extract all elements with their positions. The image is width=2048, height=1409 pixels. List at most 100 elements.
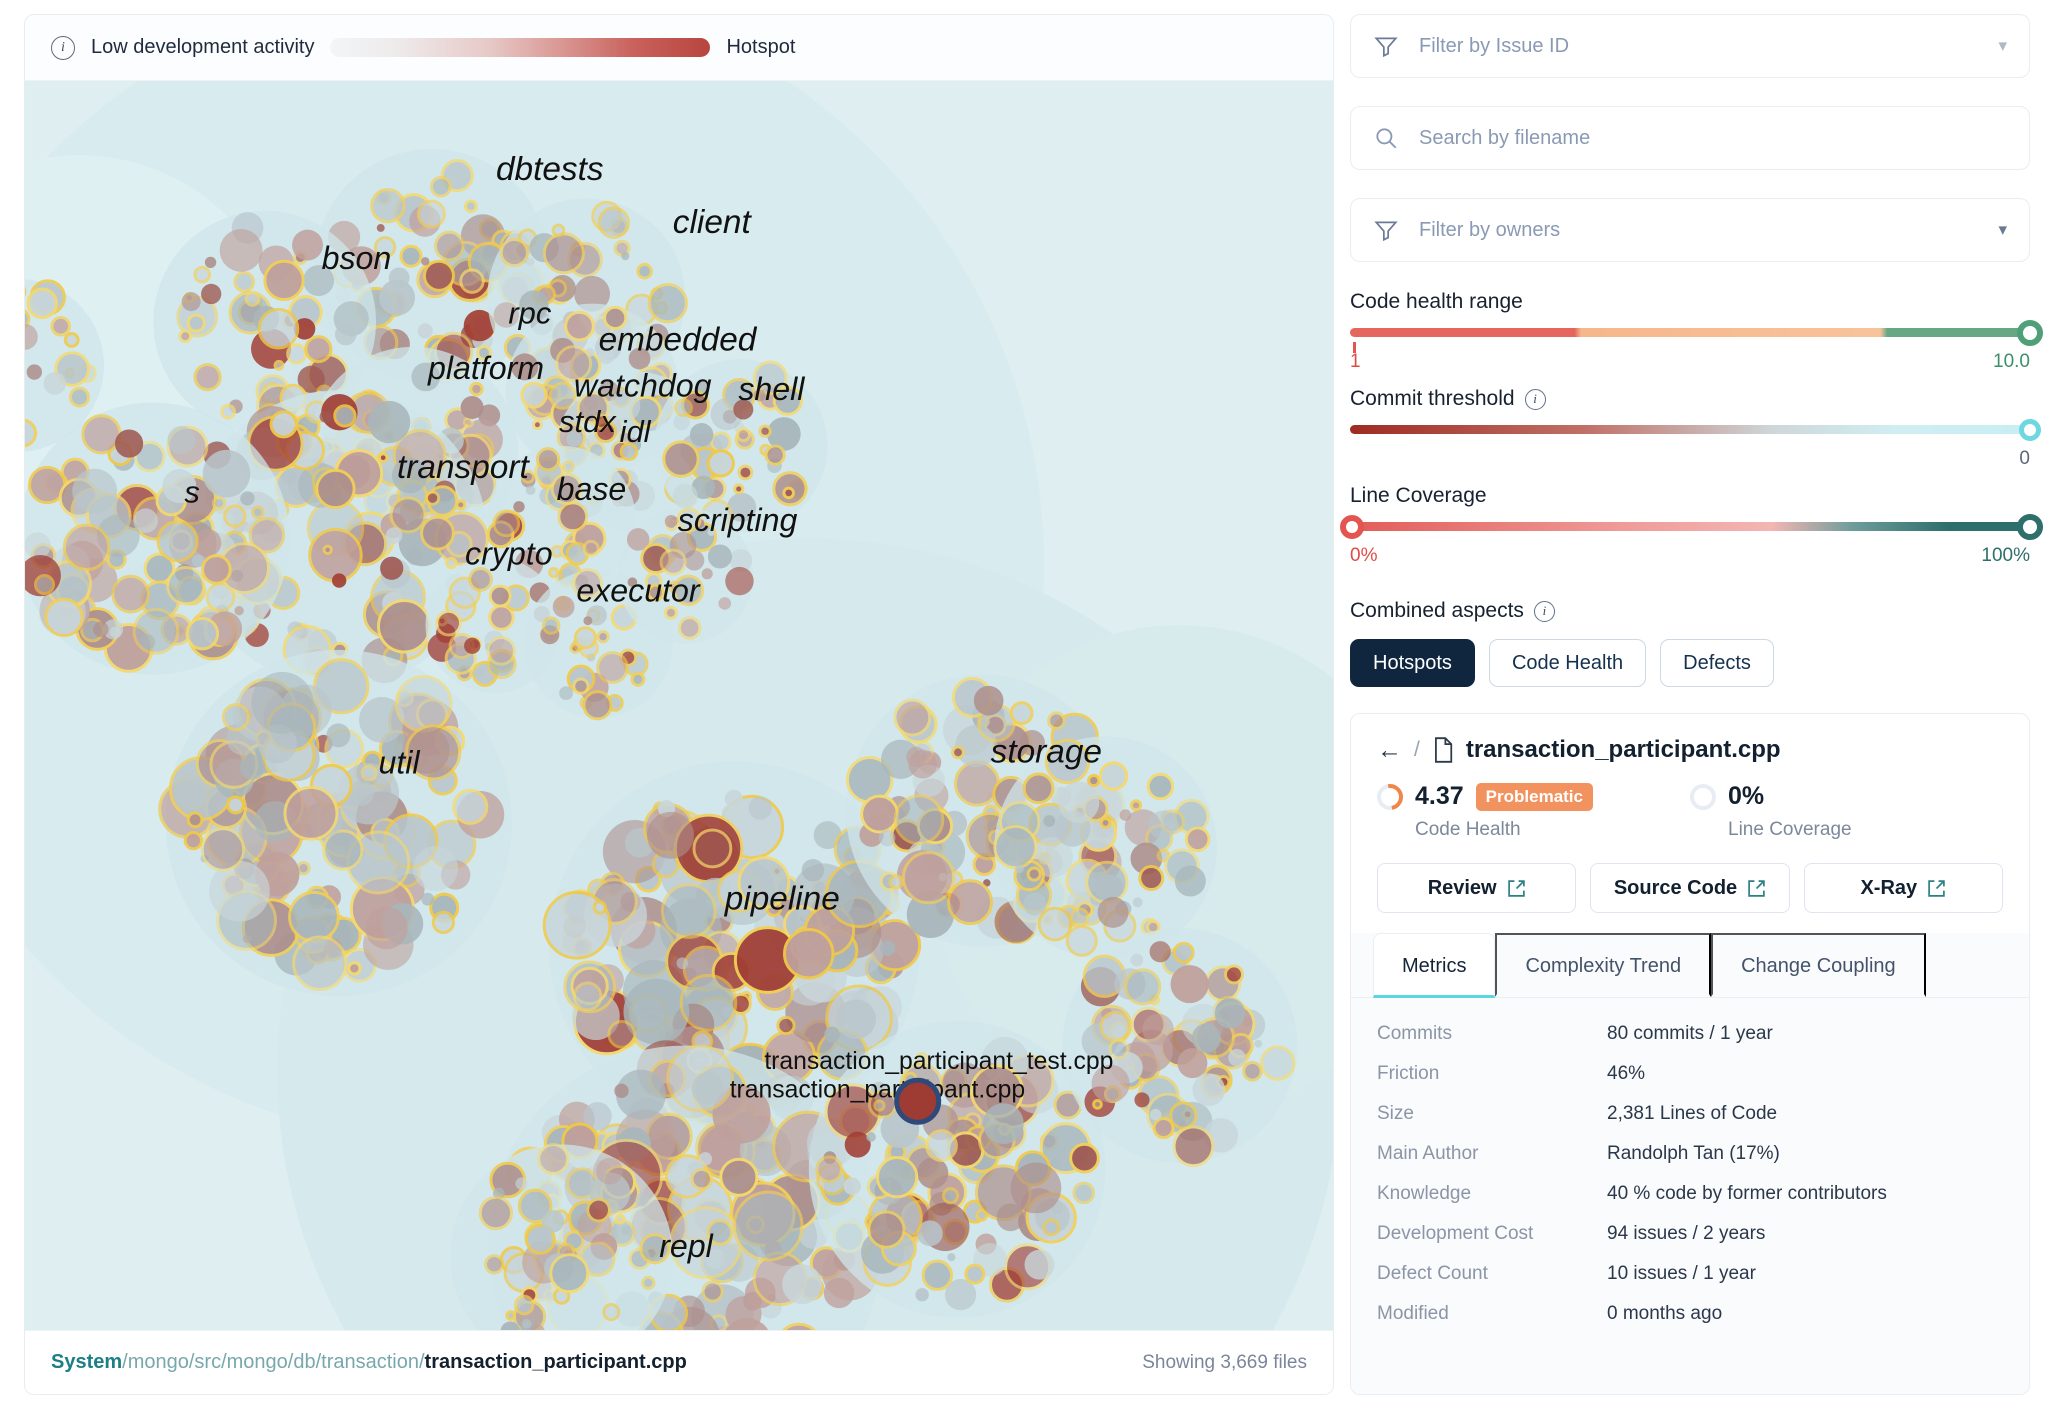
file-bubble[interactable] (735, 427, 751, 443)
file-bubble[interactable] (672, 574, 705, 607)
breadcrumb-path[interactable]: /mongo/src/mongo/db/transaction/ (122, 1351, 425, 1373)
file-bubble[interactable] (200, 827, 246, 872)
file-bubble[interactable] (706, 1219, 734, 1246)
breadcrumb[interactable]: System/mongo/src/mongo/db/transaction/tr… (51, 1351, 687, 1374)
file-bubble[interactable] (1069, 1142, 1100, 1174)
file-bubble[interactable] (385, 527, 403, 544)
file-bubble[interactable] (1099, 817, 1112, 829)
file-bubble[interactable] (1146, 772, 1175, 801)
file-bubble[interactable] (646, 583, 665, 602)
file-bubble[interactable] (201, 283, 222, 305)
file-bubble[interactable] (1169, 1101, 1198, 1130)
back-arrow-icon[interactable]: ← (1377, 735, 1402, 764)
file-bubble[interactable] (484, 1254, 505, 1275)
file-bubble[interactable] (647, 282, 688, 324)
file-bubble[interactable] (801, 858, 825, 882)
file-bubble[interactable] (555, 345, 593, 382)
file-bubble[interactable] (1091, 1064, 1130, 1103)
file-bubble[interactable] (619, 442, 639, 462)
info-icon[interactable]: i (1524, 388, 1546, 410)
file-bubble[interactable] (1037, 906, 1073, 942)
file-bubble[interactable] (1134, 1092, 1150, 1108)
file-bubble[interactable] (1223, 964, 1245, 985)
file-bubble[interactable] (1024, 1249, 1055, 1280)
file-bubble[interactable] (639, 1233, 671, 1265)
file-bubble[interactable] (288, 890, 340, 943)
file-bubble[interactable] (548, 381, 577, 410)
file-bubble[interactable] (824, 1026, 840, 1043)
file-bubble[interactable] (515, 1177, 528, 1190)
file-bubble[interactable] (1119, 809, 1132, 821)
file-bubble[interactable] (464, 637, 481, 654)
file-bubble[interactable] (326, 723, 351, 748)
slider-thumb-max[interactable] (2017, 513, 2043, 540)
file-bubble[interactable] (664, 515, 678, 528)
file-bubble[interactable] (92, 621, 109, 638)
file-bubble[interactable] (646, 811, 694, 859)
file-bubble[interactable] (707, 544, 732, 569)
file-bubble[interactable] (893, 698, 932, 737)
file-bubble[interactable] (1174, 865, 1206, 897)
file-bubble[interactable] (777, 1322, 821, 1330)
file-bubble[interactable] (234, 605, 244, 616)
file-bubble[interactable] (43, 372, 67, 395)
file-bubble[interactable] (1148, 810, 1177, 840)
file-bubble[interactable] (676, 957, 689, 970)
file-bubble[interactable] (1023, 892, 1047, 916)
file-bubble[interactable] (499, 237, 529, 268)
file-bubble[interactable] (691, 475, 715, 499)
slider-thumb-min[interactable] (1340, 514, 1364, 539)
file-bubble[interactable] (1015, 864, 1024, 874)
file-bubble[interactable] (377, 452, 389, 463)
file-bubble[interactable] (380, 556, 404, 580)
slider-thumb-max[interactable] (2019, 418, 2041, 441)
code-health-range-slider[interactable]: Code health range 1 10.0 (1350, 290, 2043, 381)
file-bubble[interactable] (505, 1310, 517, 1321)
file-bubble[interactable] (574, 275, 610, 312)
file-bubble[interactable] (422, 259, 456, 292)
file-bubble[interactable] (583, 616, 593, 626)
file-bubble[interactable] (273, 359, 285, 371)
bubble-cluster[interactable] (617, 507, 754, 644)
owners-filter[interactable]: Filter by owners ▾ (1350, 198, 2030, 262)
file-bubble[interactable] (607, 1019, 637, 1049)
file-bubble[interactable] (549, 1253, 590, 1294)
file-bubble[interactable] (996, 1203, 1025, 1232)
file-bubble[interactable] (1042, 1218, 1061, 1237)
file-bubble[interactable] (1026, 866, 1042, 882)
file-bubble[interactable] (559, 686, 574, 701)
slider-track[interactable] (1350, 418, 2041, 441)
file-bubble[interactable] (1242, 1061, 1263, 1082)
file-bubble[interactable] (1108, 1038, 1130, 1060)
file-bubble[interactable] (718, 597, 732, 610)
file-bubble[interactable] (764, 444, 786, 466)
file-bubble[interactable] (521, 1318, 532, 1329)
file-bubble[interactable] (630, 671, 646, 687)
file-bubble[interactable] (566, 431, 583, 447)
file-bubble[interactable] (162, 469, 197, 504)
file-bubble[interactable] (525, 485, 536, 496)
file-bubble[interactable] (103, 619, 124, 640)
file-bubble[interactable] (597, 206, 631, 239)
file-bubble[interactable] (880, 940, 896, 956)
file-bubble[interactable] (662, 440, 700, 478)
tab-complexity-trend[interactable]: Complexity Trend (1495, 933, 1712, 997)
file-bubble[interactable] (416, 199, 446, 229)
circle-packing-chart[interactable]: dbtests bson client rpc embedded platform watc… (25, 81, 1333, 1330)
file-bubble[interactable] (389, 496, 427, 534)
file-bubble[interactable] (202, 449, 251, 498)
file-bubble[interactable] (875, 1156, 919, 1199)
file-bubble[interactable] (1130, 953, 1144, 967)
tab-change-coupling[interactable]: Change Coupling (1711, 933, 1926, 997)
file-bubble[interactable] (724, 789, 744, 809)
file-bubble[interactable] (500, 1321, 520, 1330)
file-bubble[interactable] (1022, 772, 1055, 805)
file-bubble[interactable] (1149, 1108, 1162, 1121)
file-bubble[interactable] (1044, 738, 1091, 785)
file-bubble[interactable] (537, 1143, 570, 1175)
file-bubble[interactable] (596, 651, 629, 684)
file-bubble[interactable] (615, 1069, 666, 1120)
file-bubble[interactable] (1260, 1045, 1296, 1081)
file-bubble[interactable] (689, 423, 714, 447)
file-bubble[interactable] (435, 609, 462, 637)
